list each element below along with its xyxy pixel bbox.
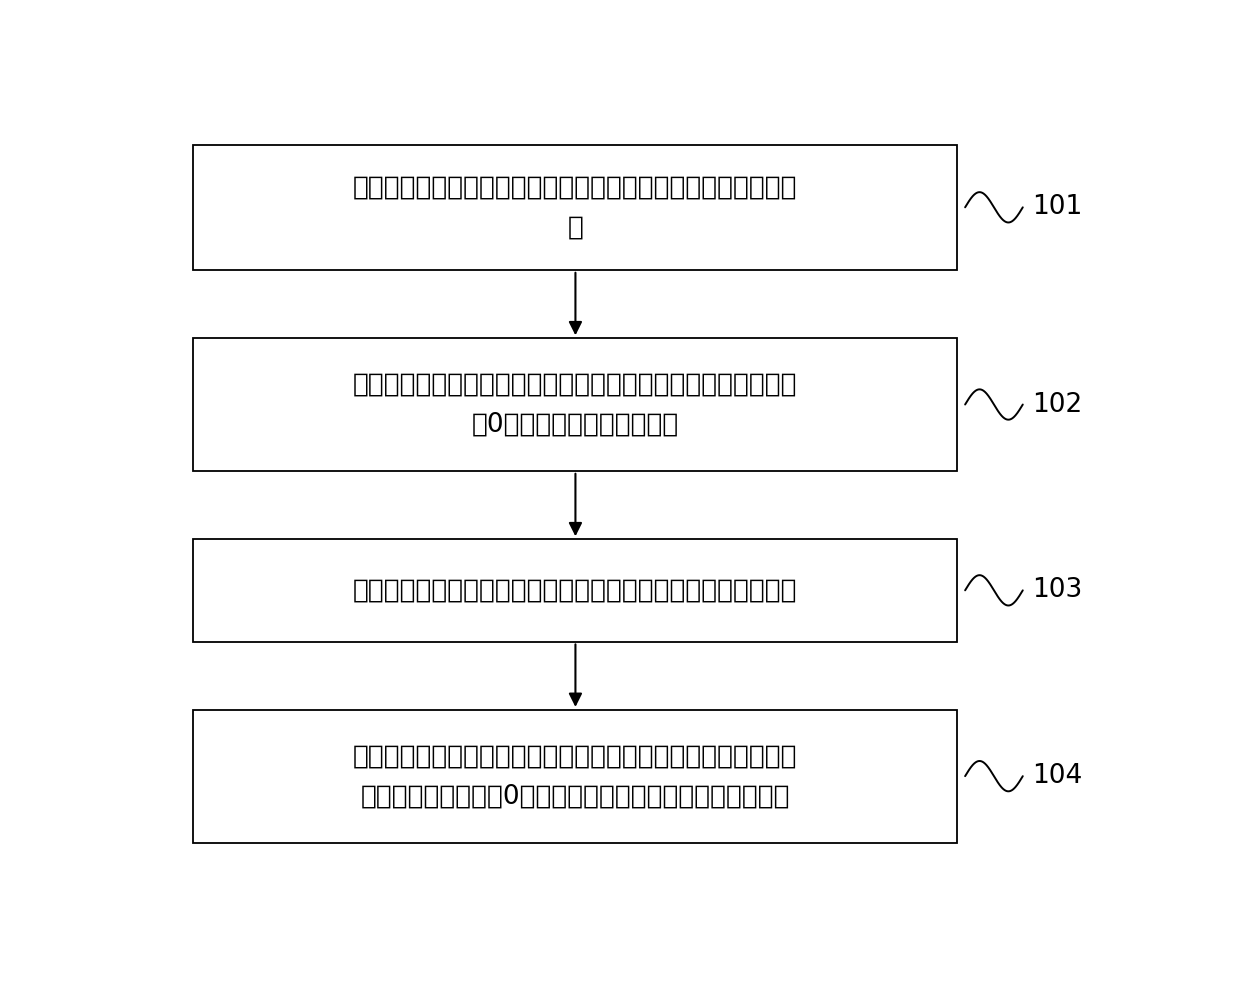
- Bar: [193, 145, 957, 270]
- Text: 102: 102: [1033, 391, 1083, 418]
- Bar: [193, 338, 957, 471]
- Text: 在风力发电机机组的运行状态下，对风力发电机进行封锁偏航处
理: 在风力发电机机组的运行状态下，对风力发电机进行封锁偏航处 理: [353, 174, 797, 240]
- Bar: [193, 710, 957, 842]
- Text: 根据功率值最大值，确定与功率值最大值对应的桨距角，并将主
控制器存储的桨距角0度设定为与功率值最大值对应的桨距角: 根据功率值最大值，确定与功率值最大值对应的桨距角，并将主 控制器存储的桨距角0度…: [353, 743, 797, 809]
- Text: 104: 104: [1033, 763, 1083, 789]
- Text: 在变桨至预设角度值的过程中，确定风力发电机的功率值最大值: 在变桨至预设角度值的过程中，确定风力发电机的功率值最大值: [353, 577, 797, 604]
- Text: 101: 101: [1033, 194, 1083, 221]
- Bar: [193, 539, 957, 641]
- Text: 在封锁偏航状态下，控制风力发电机的叶片从主控制器存储的当
前0度位置变桨至预设角度值: 在封锁偏航状态下，控制风力发电机的叶片从主控制器存储的当 前0度位置变桨至预设角…: [353, 371, 797, 437]
- Text: 103: 103: [1033, 577, 1083, 604]
